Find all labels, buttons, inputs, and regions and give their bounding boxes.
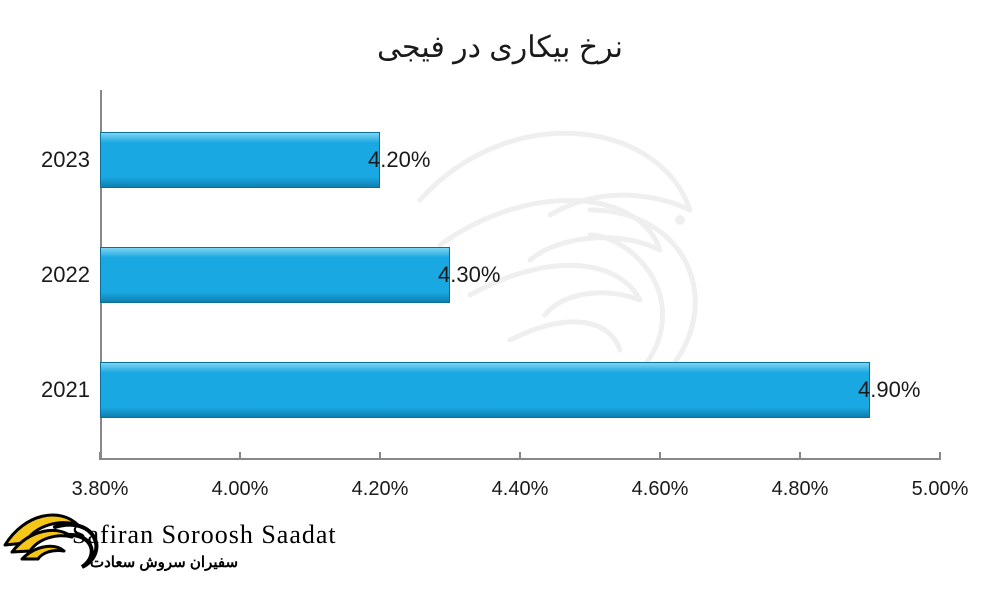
x-tick-label: 5.00%	[912, 478, 969, 501]
category-label: 2021	[0, 377, 90, 403]
logo-text-en: Safiran Soroosh Saadat	[72, 520, 337, 549]
bar-value-label: 4.20%	[368, 147, 430, 173]
x-tick-label: 4.60%	[632, 478, 689, 501]
x-tick	[519, 452, 521, 460]
x-tick	[939, 452, 941, 460]
x-tick-label: 4.20%	[352, 478, 409, 501]
x-tick-label: 4.40%	[492, 478, 549, 501]
chart-container: نرخ بیکاری در فیجی 4.20% 4.30% 4.90% 2023 2…	[0, 0, 1000, 600]
bar	[100, 132, 380, 188]
bar	[100, 362, 870, 418]
x-tick-label: 3.80%	[72, 478, 129, 501]
x-tick	[659, 452, 661, 460]
x-tick	[99, 452, 101, 460]
bar-value-label: 4.90%	[858, 377, 920, 403]
chart-title: نرخ بیکاری در فیجی	[0, 30, 1000, 65]
category-label: 2022	[0, 262, 90, 288]
logo-text-fa: سفیران سروش سعادت	[90, 554, 238, 571]
x-tick	[239, 452, 241, 460]
company-logo: Safiran Soroosh Saadat سفیران سروش سعادت	[0, 505, 340, 580]
category-label: 2023	[0, 147, 90, 173]
x-tick	[799, 452, 801, 460]
plot-area: 4.20% 4.30% 4.90%	[100, 90, 940, 460]
x-tick-label: 4.80%	[772, 478, 829, 501]
x-tick-label: 4.00%	[212, 478, 269, 501]
x-tick	[379, 452, 381, 460]
bar-value-label: 4.30%	[438, 262, 500, 288]
bar	[100, 247, 450, 303]
